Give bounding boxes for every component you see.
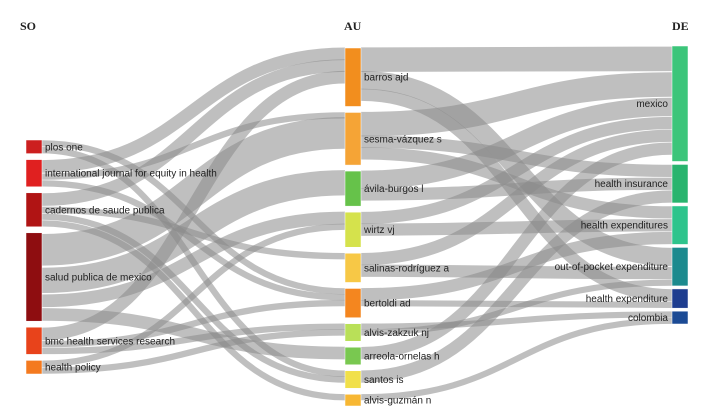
link-so2-au0 <box>41 59 346 206</box>
links-layer <box>41 46 673 401</box>
link-so3-au2 <box>41 170 346 294</box>
link-au4-de0 <box>360 129 673 266</box>
link-au3-de0 <box>360 116 673 225</box>
node-label-so: cadernos de saude publica <box>45 205 165 216</box>
link-au9-de5 <box>360 317 673 401</box>
column-header-so: SO <box>20 19 36 33</box>
node-label-de: health insurance <box>595 179 669 190</box>
node-de-18[interactable] <box>671 205 689 245</box>
link-so5-au6 <box>41 329 346 374</box>
node-de-16[interactable] <box>671 45 689 162</box>
link-au6-de5 <box>360 311 673 330</box>
link-au6-de3 <box>360 279 673 336</box>
node-de-21[interactable] <box>671 310 689 325</box>
link-au3-de2 <box>360 219 673 236</box>
link-au1-de0 <box>360 72 673 137</box>
node-label-so: international journal for equity in heal… <box>45 169 217 180</box>
node-label-au: barros ajd <box>364 73 408 84</box>
node-so-0[interactable] <box>25 139 43 154</box>
node-label-au: ávila-burgos l <box>364 184 423 195</box>
link-au2-de0 <box>360 97 673 190</box>
node-au-13[interactable] <box>344 346 362 366</box>
node-label-de: health expenditure <box>586 294 669 305</box>
link-au5-de2 <box>360 231 673 301</box>
node-label-au: sesma-vázquez s <box>364 134 442 145</box>
node-so-4[interactable] <box>25 326 43 355</box>
node-label-au: salinas-rodríguez a <box>364 263 449 274</box>
node-au-14[interactable] <box>344 370 362 389</box>
node-label-so: health policy <box>45 363 101 374</box>
node-label-de: health expenditures <box>581 221 668 232</box>
link-so5-au3 <box>41 223 346 367</box>
link-au2-de1 <box>360 177 673 201</box>
link-au0-de0 <box>360 46 673 72</box>
node-label-au: arreola-ornelas h <box>364 352 440 363</box>
node-label-au: alvis-guzmán n <box>364 396 431 407</box>
column-header-au: AU <box>344 19 362 33</box>
node-au-10[interactable] <box>344 252 362 283</box>
node-de-17[interactable] <box>671 164 689 204</box>
node-label-so: plos one <box>45 142 83 153</box>
node-label-au: wirtz vj <box>363 225 395 236</box>
node-de-19[interactable] <box>671 247 689 287</box>
link-au1-de1 <box>360 135 673 178</box>
node-au-11[interactable] <box>344 288 362 318</box>
node-au-8[interactable] <box>344 170 362 207</box>
link-so1-au1 <box>41 112 346 180</box>
node-label-au: bertoldi ad <box>364 299 411 310</box>
node-de-20[interactable] <box>671 288 689 309</box>
link-au8-de1 <box>360 190 673 383</box>
node-au-6[interactable] <box>344 47 362 107</box>
node-label-so: bmc health services research <box>45 336 175 347</box>
node-au-15[interactable] <box>344 394 362 407</box>
node-so-5[interactable] <box>25 360 43 375</box>
link-so4-au6 <box>41 323 346 355</box>
node-au-9[interactable] <box>344 211 362 248</box>
link-au5-de4 <box>360 300 673 309</box>
node-label-so: salud publica de mexico <box>45 273 152 284</box>
column-header-de: DE <box>672 19 689 33</box>
node-label-de: out-of-pocket expenditure <box>555 262 669 273</box>
link-so4-au0 <box>41 70 346 341</box>
node-so-1[interactable] <box>25 159 43 188</box>
node-label-au: alvis-zakzuk nj <box>364 328 429 339</box>
node-so-2[interactable] <box>25 192 43 228</box>
node-au-12[interactable] <box>344 323 362 342</box>
link-so3-au3 <box>41 211 346 308</box>
nodes-layer: plos one international journal for equity… <box>25 45 689 407</box>
link-au7-de0 <box>360 142 673 360</box>
node-au-7[interactable] <box>344 112 362 166</box>
node-label-au: santos is <box>364 375 403 386</box>
link-so3-au1 <box>41 117 346 266</box>
node-label-de: mexico <box>636 99 668 110</box>
node-so-3[interactable] <box>25 232 43 322</box>
link-so4-au5 <box>41 299 346 348</box>
node-label-de: colombia <box>628 313 668 324</box>
link-so1-au0 <box>41 47 346 173</box>
